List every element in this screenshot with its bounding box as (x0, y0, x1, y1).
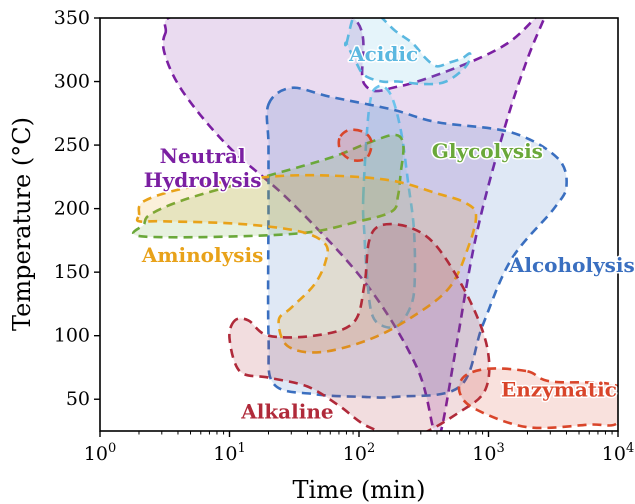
x-tick-label: 101 (213, 441, 245, 465)
regions-layer (131, 18, 618, 431)
alcoholysis-label-line: Alcoholysis (508, 253, 635, 277)
alcoholysis-label: Alcoholysis (508, 253, 635, 277)
x-tick-base: 10 (84, 443, 108, 465)
x-tick-exponent: 1 (237, 441, 245, 456)
y-tick-label: 50 (66, 388, 90, 410)
y-tick-label: 100 (54, 325, 90, 347)
neutral-hydrolysis-label: Neutral Hydrolysis (144, 144, 262, 192)
alcoholysis-region (266, 87, 567, 398)
enzymatic-label-line: Enzymatic (501, 378, 617, 402)
x-tick-label: 103 (472, 441, 504, 465)
aminolysis-label-line: Aminolysis (141, 243, 264, 267)
enzymatic-label: Enzymatic (501, 378, 617, 402)
neutral-hydrolysis-outline (161, 18, 546, 431)
neutral-hydrolysis-label-line: Hydrolysis (144, 168, 262, 192)
y-tick-label: 300 (54, 71, 90, 93)
glycolysis-label-line: Glycolysis (432, 139, 543, 163)
glycolysis-region (133, 134, 404, 238)
small-red-blob-outline (337, 128, 373, 162)
x-tick-exponent: 3 (496, 441, 504, 456)
alkaline-label-line: Alkaline (240, 399, 333, 423)
glycolysis-label: Glycolysis (432, 139, 543, 163)
acidic-label: Acidic (348, 42, 418, 66)
aminolysis-region (137, 175, 477, 353)
aminolysis-label: Aminolysis (141, 243, 264, 267)
region-labels-layer: Neutral Hydrolysis Acidic Alcoholysis Glycol… (139, 41, 635, 425)
x-axis-label: Time (min) (293, 476, 426, 504)
x-tick-base: 10 (472, 443, 496, 465)
neutral-hydrolysis-region (163, 18, 545, 431)
y-axis-label: Temperature (°C) (8, 117, 36, 331)
x-tick-base: 10 (343, 443, 367, 465)
x-tick-base: 10 (602, 443, 626, 465)
small-red-blob-region (338, 129, 372, 161)
acidic-region (345, 18, 471, 85)
x-tick-label: 102 (343, 441, 375, 465)
alkaline-outline (228, 222, 491, 431)
acidic-outline (343, 18, 472, 86)
x-tick-exponent: 2 (367, 441, 375, 456)
glycolysis-outline (131, 133, 405, 239)
x-tick-label: 100 (84, 441, 116, 465)
acidic-light-blue-region (363, 85, 416, 328)
acidic-light-blue-outline (361, 84, 417, 329)
y-tick-label: 200 (54, 198, 90, 220)
x-tick-base: 10 (213, 443, 237, 465)
x-tick-exponent: 4 (626, 441, 634, 456)
alkaline-region (229, 224, 490, 431)
aminolysis-outline (135, 173, 478, 354)
x-tick-exponent: 0 (108, 441, 116, 456)
x-tick-label: 104 (602, 441, 634, 465)
alkaline-label: Alkaline (240, 399, 333, 423)
alcoholysis-outline (265, 86, 568, 399)
y-tick-label: 250 (54, 134, 90, 156)
y-tick-label: 350 (54, 7, 90, 29)
y-tick-label: 150 (54, 261, 90, 283)
neutral-hydrolysis-label-line: Neutral (160, 144, 246, 168)
acidic-label-line: Acidic (348, 42, 418, 66)
